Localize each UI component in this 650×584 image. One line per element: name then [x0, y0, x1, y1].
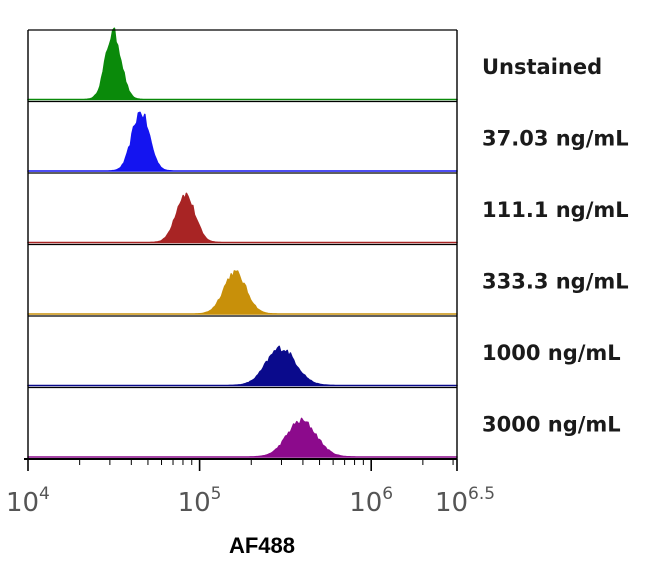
histogram-3 [27, 192, 458, 244]
histogram-panels [27, 27, 458, 458]
plot-frame [27, 29, 458, 459]
series-label-2: 37.03 ng/mL [482, 126, 629, 150]
series-label-3: 111.1 ng/mL [482, 198, 629, 222]
series-label-1: Unstained [482, 55, 602, 79]
series-label-4: 333.3 ng/mL [482, 269, 629, 293]
x-tick-label-base-4: 10 [435, 488, 468, 518]
histogram-4 [27, 270, 458, 315]
x-tick-label-base-3: 10 [349, 488, 382, 518]
series-labels: Unstained 37.03 ng/mL 111.1 ng/mL 333.3 ng/… [482, 55, 629, 437]
x-tick-label-exp-3: 6 [382, 484, 393, 504]
histogram-2 [27, 111, 458, 172]
x-axis-title: AF488 [229, 533, 295, 558]
x-tick-label-base-1: 10 [6, 488, 39, 518]
x-tick-label-base-2: 10 [178, 488, 211, 518]
histogram-1 [27, 27, 458, 101]
histogram-6 [27, 417, 458, 458]
x-tick-label-exp-2: 5 [211, 484, 222, 504]
histogram-5 [27, 345, 458, 387]
series-label-5: 1000 ng/mL [482, 341, 621, 365]
series-label-6: 3000 ng/mL [482, 412, 621, 436]
x-axis: 10 4 10 5 10 6 10 6.5 [6, 458, 495, 518]
x-tick-label-exp-1: 4 [39, 484, 50, 504]
x-tick-label-exp-4: 6.5 [468, 484, 495, 504]
